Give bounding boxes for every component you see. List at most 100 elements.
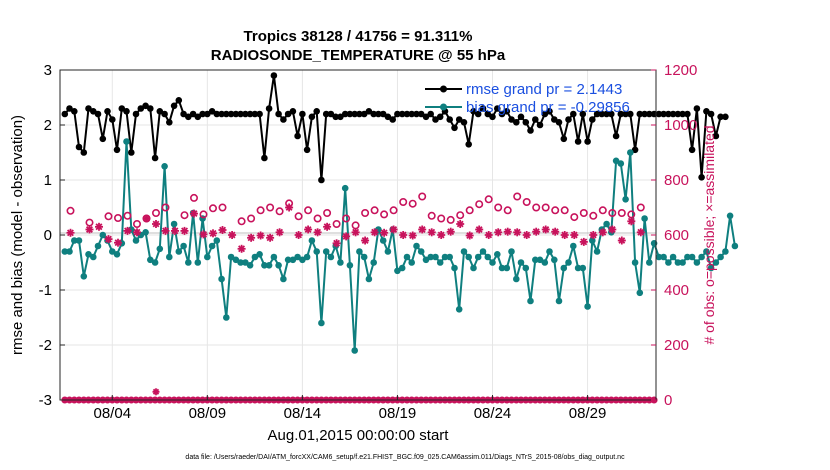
- bias-point: [147, 256, 154, 264]
- bias-point: [579, 264, 587, 272]
- asterisk-stroke: [124, 227, 131, 235]
- bias-point: [627, 149, 634, 156]
- rmse-point: [303, 146, 311, 154]
- asterisk-stroke: [209, 229, 217, 237]
- rmse-point: [341, 110, 349, 118]
- rmse-point: [151, 154, 159, 162]
- obs-assimilated-point: [465, 231, 474, 240]
- rmse-point: [660, 110, 667, 118]
- obs-possible-point: [475, 200, 484, 209]
- bias-point: [256, 251, 263, 258]
- bias-point: [85, 251, 92, 258]
- rmse-point: [242, 110, 249, 118]
- rmse-point: [294, 132, 301, 140]
- rmse-point: [408, 110, 416, 118]
- asterisk-stroke: [333, 239, 341, 247]
- rmse-point: [617, 110, 625, 118]
- rmse-point: [598, 110, 606, 118]
- obs-possible-point: [437, 214, 446, 223]
- obs-assimilated-point: [541, 225, 550, 234]
- rmse-point: [280, 116, 287, 123]
- obs-possible-point: [332, 220, 341, 229]
- rmse-point: [413, 110, 420, 118]
- rmse-point: [289, 108, 297, 115]
- obs-possible-point: [418, 192, 427, 201]
- bias-point: [679, 259, 686, 266]
- x-tick-label: 08/04: [94, 405, 132, 422]
- bias-point: [346, 262, 354, 269]
- bias-point: [460, 248, 468, 255]
- asterisk-stroke: [475, 226, 483, 233]
- bias-point: [474, 253, 482, 261]
- obs-assimilated-point: [513, 228, 522, 237]
- rmse-point: [71, 108, 78, 115]
- obs-assimilated-point: [627, 217, 636, 226]
- obs-possible-point: [304, 206, 313, 215]
- bias-point: [451, 264, 458, 272]
- asterisk-stroke: [85, 226, 93, 233]
- asterisk-stroke: [466, 232, 474, 240]
- bias-point: [603, 220, 610, 228]
- bias-point: [693, 259, 701, 266]
- obs-assimilated-point: [437, 231, 446, 239]
- rmse-point: [85, 105, 92, 112]
- bias-point: [641, 215, 648, 222]
- rmse-point: [275, 110, 282, 118]
- y2-tick-label: 800: [664, 172, 689, 189]
- bias-point: [337, 259, 344, 266]
- asterisk-stroke: [304, 226, 312, 233]
- rmse-point: [384, 113, 392, 121]
- bias-point: [213, 237, 221, 244]
- obs-possible-point: [323, 209, 332, 218]
- rmse-point: [398, 110, 406, 118]
- bias-point: [712, 259, 720, 266]
- asterisk-stroke: [380, 229, 388, 237]
- obs-assimilated-point: [370, 228, 379, 237]
- asterisk-stroke: [266, 234, 274, 242]
- obs-assimilated-point: [598, 228, 607, 237]
- bias-point: [513, 275, 520, 283]
- bias-point: [227, 253, 235, 261]
- y2-axis-label: # of obs: o=possible; ×=assimilated: [701, 125, 717, 344]
- obs-assimilated-point: [503, 227, 512, 236]
- obs-assimilated-point: [209, 229, 217, 238]
- rmse-point: [636, 110, 644, 118]
- bias-point: [413, 242, 420, 250]
- asterisk-stroke: [447, 228, 455, 236]
- rmse-point: [655, 110, 663, 118]
- bias-point: [589, 237, 596, 244]
- obs-possible-point: [389, 206, 398, 215]
- rmse-point: [679, 110, 686, 118]
- bias-point: [674, 259, 682, 266]
- rmse-point: [265, 105, 273, 112]
- bias-point: [261, 262, 268, 269]
- rmse-point: [536, 121, 544, 129]
- obs-possible-point: [152, 209, 161, 218]
- rmse-point: [61, 110, 69, 118]
- bias-point: [61, 248, 69, 255]
- rmse-point: [522, 119, 530, 126]
- obs-possible-point: [294, 212, 303, 221]
- asterisk-stroke: [437, 231, 445, 239]
- rmse-point: [123, 108, 130, 115]
- obs-assimilated-point: [408, 231, 417, 240]
- rmse-point: [365, 108, 373, 115]
- rmse-point: [99, 135, 107, 143]
- rmse-point: [508, 116, 515, 123]
- legend-bias-marker: [440, 103, 447, 111]
- rmse-point: [584, 138, 591, 145]
- rmse-point: [132, 110, 140, 118]
- bias-point: [698, 253, 705, 261]
- obs-possible-point: [361, 209, 370, 218]
- bias-point: [717, 253, 724, 261]
- obs-assimilated-point: [494, 228, 503, 237]
- bias-point: [66, 248, 73, 255]
- asterisk-stroke: [285, 204, 293, 211]
- rmse-point: [394, 110, 401, 118]
- bias-point: [522, 264, 530, 272]
- rmse-point: [351, 110, 359, 118]
- bias-point: [294, 253, 301, 261]
- asterisk-stroke: [181, 227, 189, 235]
- rmse-point: [284, 110, 292, 118]
- rmse-point: [589, 116, 596, 123]
